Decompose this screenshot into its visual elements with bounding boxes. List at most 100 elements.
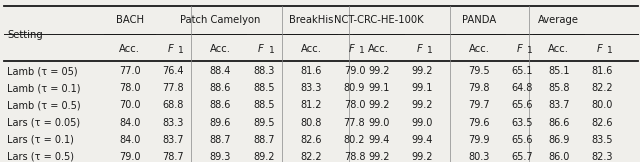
Text: 65.1: 65.1	[512, 66, 533, 76]
Text: 78.8: 78.8	[344, 152, 365, 162]
Text: 84.0: 84.0	[119, 135, 140, 145]
Text: 68.8: 68.8	[163, 100, 184, 110]
Text: 1: 1	[269, 46, 275, 55]
Text: 65.6: 65.6	[512, 135, 533, 145]
Text: 70.0: 70.0	[119, 100, 140, 110]
Text: 89.2: 89.2	[253, 152, 275, 162]
Text: 63.5: 63.5	[512, 118, 533, 127]
Text: Average: Average	[538, 15, 579, 25]
Text: 79.0: 79.0	[119, 152, 140, 162]
Text: BACH: BACH	[116, 15, 144, 25]
Text: $F$: $F$	[257, 42, 265, 54]
Text: 83.3: 83.3	[163, 118, 184, 127]
Text: 81.6: 81.6	[591, 66, 613, 76]
Text: Acc.: Acc.	[368, 44, 389, 54]
Text: 88.3: 88.3	[253, 66, 275, 76]
Text: Lars (τ = 0.1): Lars (τ = 0.1)	[7, 135, 74, 145]
Text: 83.7: 83.7	[163, 135, 184, 145]
Text: 1: 1	[427, 46, 433, 55]
Text: 77.0: 77.0	[119, 66, 141, 76]
Text: 79.9: 79.9	[468, 135, 490, 145]
Text: $F$: $F$	[596, 42, 604, 54]
Text: 80.3: 80.3	[468, 152, 490, 162]
Text: 99.2: 99.2	[368, 152, 390, 162]
Text: 99.0: 99.0	[412, 118, 433, 127]
Text: 89.6: 89.6	[210, 118, 231, 127]
Text: 80.9: 80.9	[344, 83, 365, 93]
Text: Acc.: Acc.	[210, 44, 231, 54]
Text: 1: 1	[527, 46, 533, 55]
Text: 64.8: 64.8	[512, 83, 533, 93]
Text: $F$: $F$	[516, 42, 524, 54]
Text: 79.5: 79.5	[468, 66, 490, 76]
Text: Acc.: Acc.	[468, 44, 490, 54]
Text: 83.7: 83.7	[548, 100, 570, 110]
Text: 86.6: 86.6	[548, 118, 570, 127]
Text: 65.6: 65.6	[512, 100, 533, 110]
Text: 86.9: 86.9	[548, 135, 570, 145]
Text: Lars (τ = 0.05): Lars (τ = 0.05)	[7, 118, 80, 127]
Text: 99.2: 99.2	[412, 66, 433, 76]
Text: 65.7: 65.7	[511, 152, 533, 162]
Text: 79.6: 79.6	[468, 118, 490, 127]
Text: 85.8: 85.8	[548, 83, 570, 93]
Text: 99.4: 99.4	[412, 135, 433, 145]
Text: 82.6: 82.6	[300, 135, 322, 145]
Text: 88.6: 88.6	[210, 100, 231, 110]
Text: 84.0: 84.0	[119, 118, 140, 127]
Text: Lars (τ = 0.5): Lars (τ = 0.5)	[7, 152, 74, 162]
Text: Setting: Setting	[7, 30, 43, 40]
Text: 88.5: 88.5	[253, 100, 275, 110]
Text: PANDA: PANDA	[462, 15, 496, 25]
Text: 88.6: 88.6	[210, 83, 231, 93]
Text: Acc.: Acc.	[548, 44, 570, 54]
Text: 81.2: 81.2	[300, 100, 322, 110]
Text: 82.6: 82.6	[591, 118, 613, 127]
Text: 88.4: 88.4	[210, 66, 231, 76]
Text: 79.8: 79.8	[468, 83, 490, 93]
Text: Lamb (τ = 05): Lamb (τ = 05)	[7, 66, 77, 76]
Text: 1: 1	[178, 46, 184, 55]
Text: 86.0: 86.0	[548, 152, 570, 162]
Text: BreakHis: BreakHis	[289, 15, 333, 25]
Text: 99.1: 99.1	[368, 83, 389, 93]
Text: 83.3: 83.3	[300, 83, 322, 93]
Text: 80.8: 80.8	[300, 118, 322, 127]
Text: 83.5: 83.5	[591, 135, 613, 145]
Text: 89.5: 89.5	[253, 118, 275, 127]
Text: 99.1: 99.1	[412, 83, 433, 93]
Text: 1: 1	[359, 46, 365, 55]
Text: 99.0: 99.0	[368, 118, 389, 127]
Text: 81.6: 81.6	[300, 66, 322, 76]
Text: 77.8: 77.8	[163, 83, 184, 93]
Text: Lamb (τ = 0.5): Lamb (τ = 0.5)	[7, 100, 81, 110]
Text: 80.0: 80.0	[591, 100, 613, 110]
Text: 99.2: 99.2	[412, 100, 433, 110]
Text: 99.2: 99.2	[368, 66, 390, 76]
Text: Acc.: Acc.	[119, 44, 140, 54]
Text: $F$: $F$	[348, 42, 356, 54]
Text: 79.0: 79.0	[344, 66, 365, 76]
Text: 88.7: 88.7	[253, 135, 275, 145]
Text: 77.8: 77.8	[344, 118, 365, 127]
Text: 99.2: 99.2	[412, 152, 433, 162]
Text: 80.2: 80.2	[344, 135, 365, 145]
Text: 88.5: 88.5	[253, 83, 275, 93]
Text: 78.7: 78.7	[163, 152, 184, 162]
Text: 76.4: 76.4	[163, 66, 184, 76]
Text: 99.2: 99.2	[368, 100, 390, 110]
Text: 88.7: 88.7	[210, 135, 231, 145]
Text: 89.3: 89.3	[210, 152, 231, 162]
Text: 1: 1	[607, 46, 613, 55]
Text: NCT-CRC-HE-100K: NCT-CRC-HE-100K	[334, 15, 424, 25]
Text: Acc.: Acc.	[301, 44, 321, 54]
Text: $F$: $F$	[416, 42, 424, 54]
Text: 78.0: 78.0	[119, 83, 140, 93]
Text: 78.0: 78.0	[344, 100, 365, 110]
Text: 85.1: 85.1	[548, 66, 570, 76]
Text: 82.3: 82.3	[591, 152, 613, 162]
Text: Patch Camelyon: Patch Camelyon	[180, 15, 260, 25]
Text: 82.2: 82.2	[300, 152, 322, 162]
Text: 99.4: 99.4	[368, 135, 389, 145]
Text: 82.2: 82.2	[591, 83, 613, 93]
